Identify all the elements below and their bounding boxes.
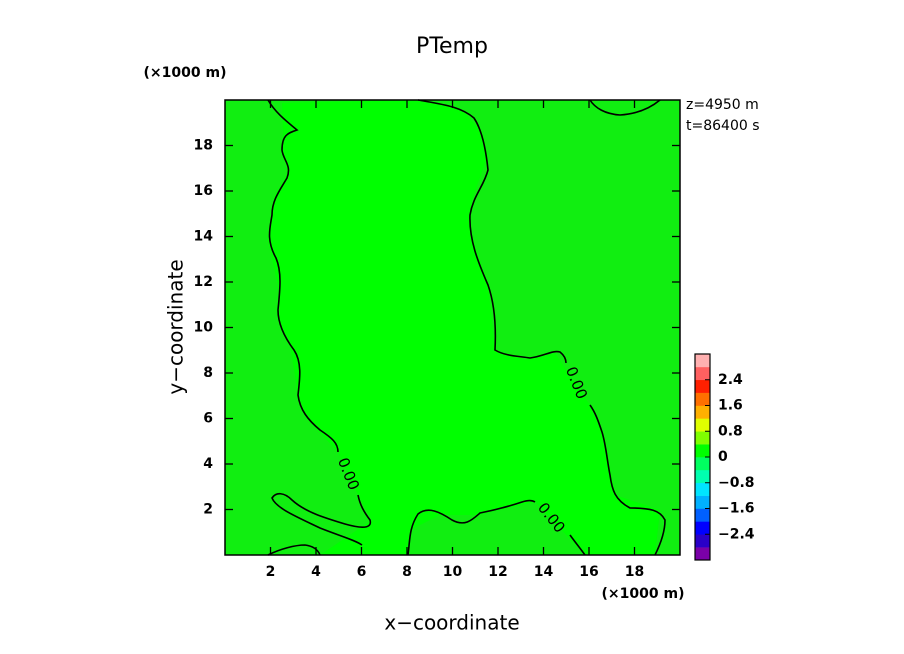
y-tick-label: 12: [194, 274, 213, 290]
contour-line: [569, 534, 586, 556]
y-tick-label: 16: [194, 183, 213, 199]
x-tick-label: 4: [311, 564, 321, 580]
y-tick-label: 8: [203, 365, 213, 381]
contour-line: [589, 404, 666, 556]
x-tick-label: 2: [266, 564, 276, 580]
colorbar-band: [695, 469, 710, 484]
x-tick-label: 10: [443, 564, 463, 580]
contour-line: [267, 99, 339, 453]
chart-title: PTemp: [416, 34, 488, 59]
annotation: t=86400 s: [686, 118, 760, 134]
field-region: [268, 100, 660, 555]
colorbar-band: [695, 508, 710, 522]
contour-line: [589, 99, 661, 116]
contour-line: [271, 492, 372, 546]
y-axis-label: y−coordinate: [164, 259, 188, 394]
colorbar-band: [695, 444, 710, 458]
y-tick-label: 18: [194, 138, 213, 154]
colorbar-tick-label: 2.4: [718, 372, 743, 388]
colorbar-band: [695, 521, 710, 535]
colorbar-tick-label: 1.6: [718, 398, 743, 414]
colorbar-band: [695, 354, 710, 368]
contour-line: [407, 499, 536, 556]
colorbar-band: [695, 366, 710, 381]
y-tick-label: 14: [194, 229, 214, 245]
x-tick-label: 14: [534, 564, 554, 580]
colorbar-tick-label: −2.4: [718, 526, 755, 542]
colorbar-tick-label: −0.8: [718, 475, 755, 491]
contour-line: [267, 544, 321, 556]
colorbar-band: [695, 547, 710, 561]
colorbar-band: [695, 392, 710, 406]
colorbar-tick-label: −1.6: [718, 501, 755, 517]
colorbar-tick-label: 0: [718, 449, 728, 465]
colorbar-band: [695, 482, 710, 496]
contour-line: [417, 99, 567, 364]
colorbar-tick-label: 0.8: [718, 423, 743, 439]
annotation: z=4950 m: [686, 97, 759, 113]
x-tick-label: 16: [579, 564, 598, 580]
x-unit: (×1000 m): [602, 586, 685, 602]
colorbar-band: [695, 457, 710, 471]
y-unit: (×1000 m): [144, 65, 227, 81]
x-axis-label: x−coordinate: [384, 611, 519, 635]
y-tick-label: 2: [203, 502, 213, 518]
colorbar-band: [695, 405, 710, 419]
x-tick-label: 12: [488, 564, 507, 580]
y-tick-label: 6: [203, 411, 213, 427]
colorbar-band: [695, 495, 710, 509]
x-tick-label: 8: [402, 564, 412, 580]
y-tick-label: 4: [203, 456, 213, 472]
colorbar-band: [695, 431, 710, 445]
x-tick-label: 18: [625, 564, 644, 580]
y-tick-label: 10: [194, 320, 214, 336]
colorbar-band: [695, 418, 710, 432]
colorbar-band: [695, 379, 710, 393]
colorbar-band: [695, 534, 710, 548]
x-tick-label: 6: [357, 564, 367, 580]
